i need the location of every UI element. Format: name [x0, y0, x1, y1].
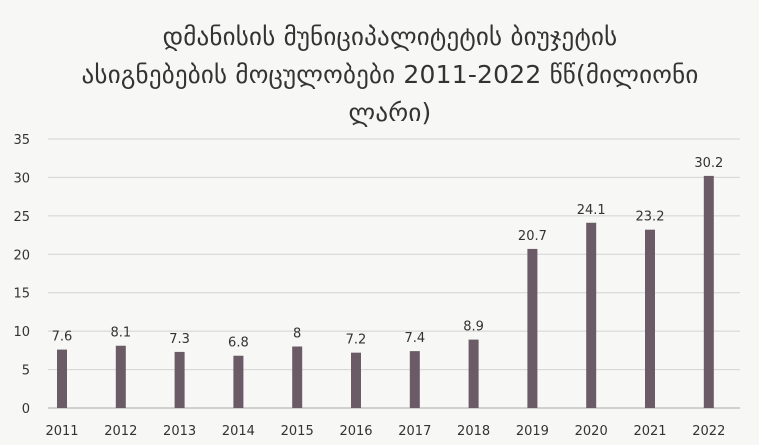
- data-label-2017: 7.4: [404, 331, 425, 346]
- data-label-2015: 8: [293, 327, 301, 342]
- x-tick-label-2016: 2016: [339, 424, 372, 439]
- bar-2015: [292, 346, 303, 408]
- x-tick-label-2011: 2011: [45, 424, 78, 439]
- y-tick-label: 25: [13, 210, 30, 225]
- x-axis-tick-labels: 2011 2012 2013 2014 2015 2016 2017 2018 2019 2020…: [45, 424, 725, 439]
- x-tick-label-2020: 2020: [575, 424, 608, 439]
- grid-lines: [48, 138, 740, 409]
- x-tick-label-2014: 2014: [222, 424, 255, 439]
- bar-2012: [115, 345, 126, 408]
- data-label-2012: 8.1: [110, 326, 131, 341]
- data-label-2018: 8.9: [463, 320, 484, 335]
- data-label-2014: 6.8: [228, 336, 249, 351]
- bar-2019: [527, 248, 538, 408]
- x-tick-label-2015: 2015: [281, 424, 314, 439]
- x-tick-label-2022: 2022: [692, 424, 725, 439]
- bar-2013: [174, 351, 185, 408]
- x-tick-label-2017: 2017: [398, 424, 431, 439]
- bar-2018: [468, 339, 479, 408]
- x-tick-label-2018: 2018: [457, 424, 490, 439]
- x-tick-label-2019: 2019: [516, 424, 549, 439]
- bar-2021: [645, 229, 655, 408]
- bar-2020: [586, 222, 597, 408]
- data-labels: 7.6 8.1 7.3 6.8 8 7.2 7.4 8.9 20.7 24.1 23.2 30.2: [52, 156, 724, 351]
- data-label-2011: 7.6: [52, 330, 73, 345]
- y-tick-label: 30: [13, 171, 30, 186]
- y-tick-label: 20: [13, 248, 30, 263]
- y-tick-label: 10: [13, 325, 30, 340]
- data-label-2021: 23.2: [636, 210, 665, 225]
- bar-2022: [703, 175, 714, 408]
- bar-2017: [409, 351, 420, 408]
- y-tick-label: 0: [22, 402, 30, 417]
- x-tick-label-2013: 2013: [163, 424, 196, 439]
- bar-2016: [351, 352, 361, 408]
- data-label-2022: 30.2: [694, 156, 723, 171]
- data-label-2013: 7.3: [169, 332, 190, 347]
- bar-2011: [57, 349, 67, 408]
- chart-title-line-3: ლარი): [348, 98, 432, 127]
- y-tick-label: 15: [13, 287, 30, 302]
- bars: [57, 175, 714, 408]
- data-label-2019: 20.7: [518, 229, 547, 244]
- data-label-2016: 7.2: [346, 333, 367, 348]
- x-tick-label-2021: 2021: [633, 424, 666, 439]
- y-tick-label: 35: [13, 133, 30, 148]
- chart-title-line-1: დმანისის მუნიციპალიტეტის ბიუჯეტის: [162, 22, 618, 51]
- data-label-2020: 24.1: [577, 203, 606, 218]
- chart-title-line-2: ასიგნებების მოცულობები 2011-2022 წწ(მილი…: [81, 60, 699, 89]
- chart-title: დმანისის მუნიციპალიტეტის ბიუჯეტის ასიგნე…: [40, 18, 740, 132]
- y-tick-label: 5: [22, 364, 30, 379]
- x-tick-label-2012: 2012: [104, 424, 137, 439]
- bar-2014: [233, 355, 244, 408]
- y-axis-tick-labels: 0 5 10 15 20 25 30 35: [13, 133, 30, 417]
